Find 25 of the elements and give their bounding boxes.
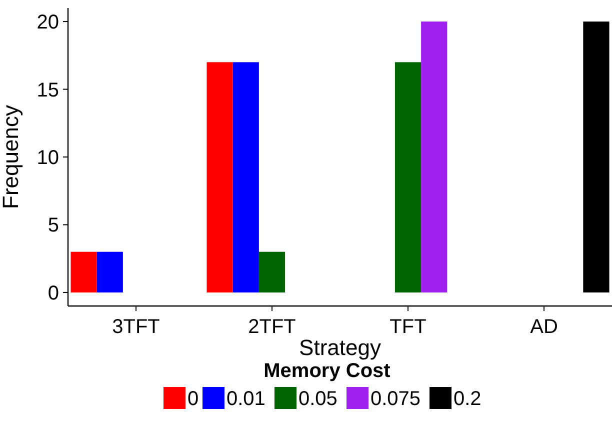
bar <box>583 22 610 292</box>
y-tick-label: 20 <box>36 12 59 34</box>
y-tick-label: 5 <box>48 214 59 237</box>
bar <box>232 62 259 292</box>
legend-label: 0 <box>188 388 199 410</box>
x-tick-label: TFT <box>390 316 426 338</box>
bar <box>258 252 286 292</box>
bar <box>96 252 123 292</box>
x-tick-label: AD <box>530 316 558 338</box>
x-tick-label: 3TFT <box>112 316 160 338</box>
x-tick-label: 2TFT <box>248 316 296 338</box>
y-tick-label: 0 <box>48 282 59 304</box>
legend-label: 0.075 <box>370 388 421 410</box>
y-axis-title: Frequency <box>0 105 23 209</box>
legend-title: Memory Cost <box>264 360 391 382</box>
bar <box>206 62 233 292</box>
bar <box>394 62 422 292</box>
legend-label: 0.05 <box>298 388 338 410</box>
legend-label: 0.01 <box>226 388 266 410</box>
y-tick-label: 15 <box>36 79 59 102</box>
bar <box>421 22 448 292</box>
y-tick-label: 10 <box>36 147 59 169</box>
legend-label: 0.2 <box>454 388 482 410</box>
bar <box>70 252 97 292</box>
x-axis-title: Strategy <box>299 335 381 360</box>
